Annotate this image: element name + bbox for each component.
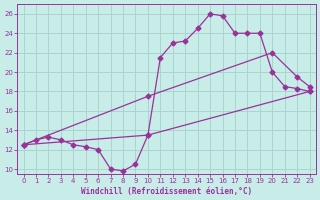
X-axis label: Windchill (Refroidissement éolien,°C): Windchill (Refroidissement éolien,°C)	[81, 187, 252, 196]
